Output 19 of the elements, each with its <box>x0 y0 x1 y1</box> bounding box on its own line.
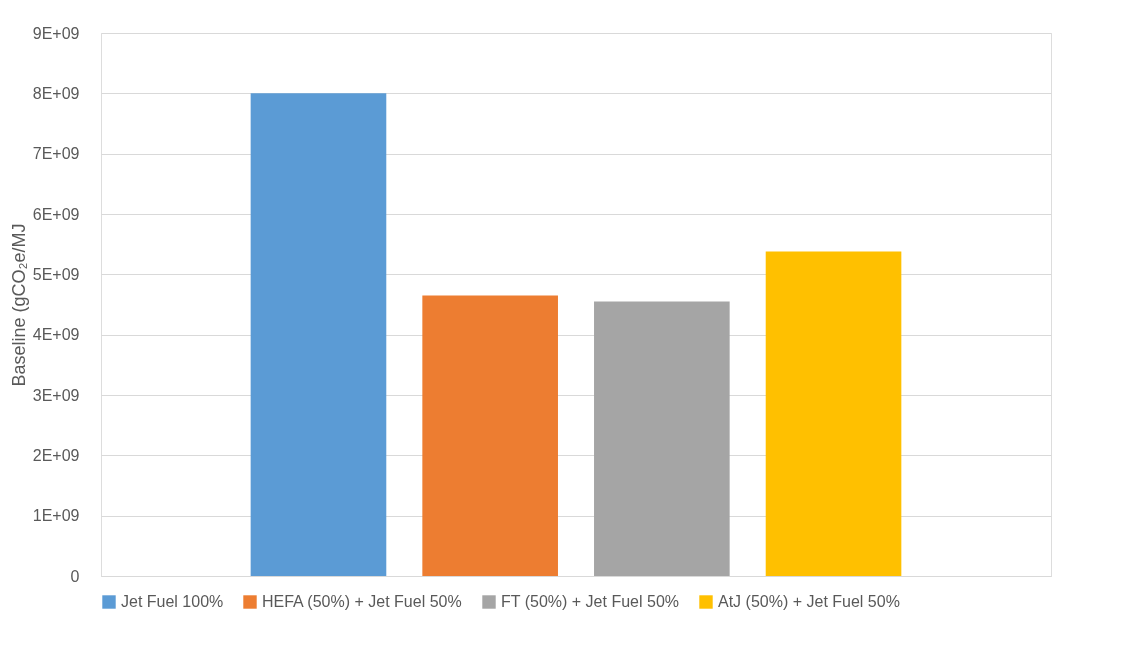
y-tick-label: 6E+09 <box>32 205 80 223</box>
y-tick-label: 0 <box>70 567 80 585</box>
y-tick-label: 7E+09 <box>32 145 80 163</box>
bar <box>422 295 558 576</box>
legend-label: Jet Fuel 100% <box>121 593 224 610</box>
legend-label: AtJ (50%) + Jet Fuel 50% <box>718 593 900 610</box>
y-tick-label: 2E+09 <box>32 446 80 464</box>
y-tick-label: 1E+09 <box>32 507 80 525</box>
legend-label: FT (50%) + Jet Fuel 50% <box>501 593 679 610</box>
y-tick-label: 9E+09 <box>32 24 80 42</box>
y-tick-label: 3E+09 <box>32 386 80 404</box>
y-tick-label: 4E+09 <box>32 326 80 344</box>
bar <box>594 301 730 576</box>
legend-label: HEFA (50%) + Jet Fuel 50% <box>262 593 462 610</box>
y-tick-label: 5E+09 <box>32 265 80 283</box>
bar <box>765 251 902 576</box>
bar <box>250 93 387 576</box>
y-axis-title: Baseline (gCO₂e/MJ <box>8 223 29 387</box>
y-tick-label: 8E+09 <box>32 84 80 102</box>
